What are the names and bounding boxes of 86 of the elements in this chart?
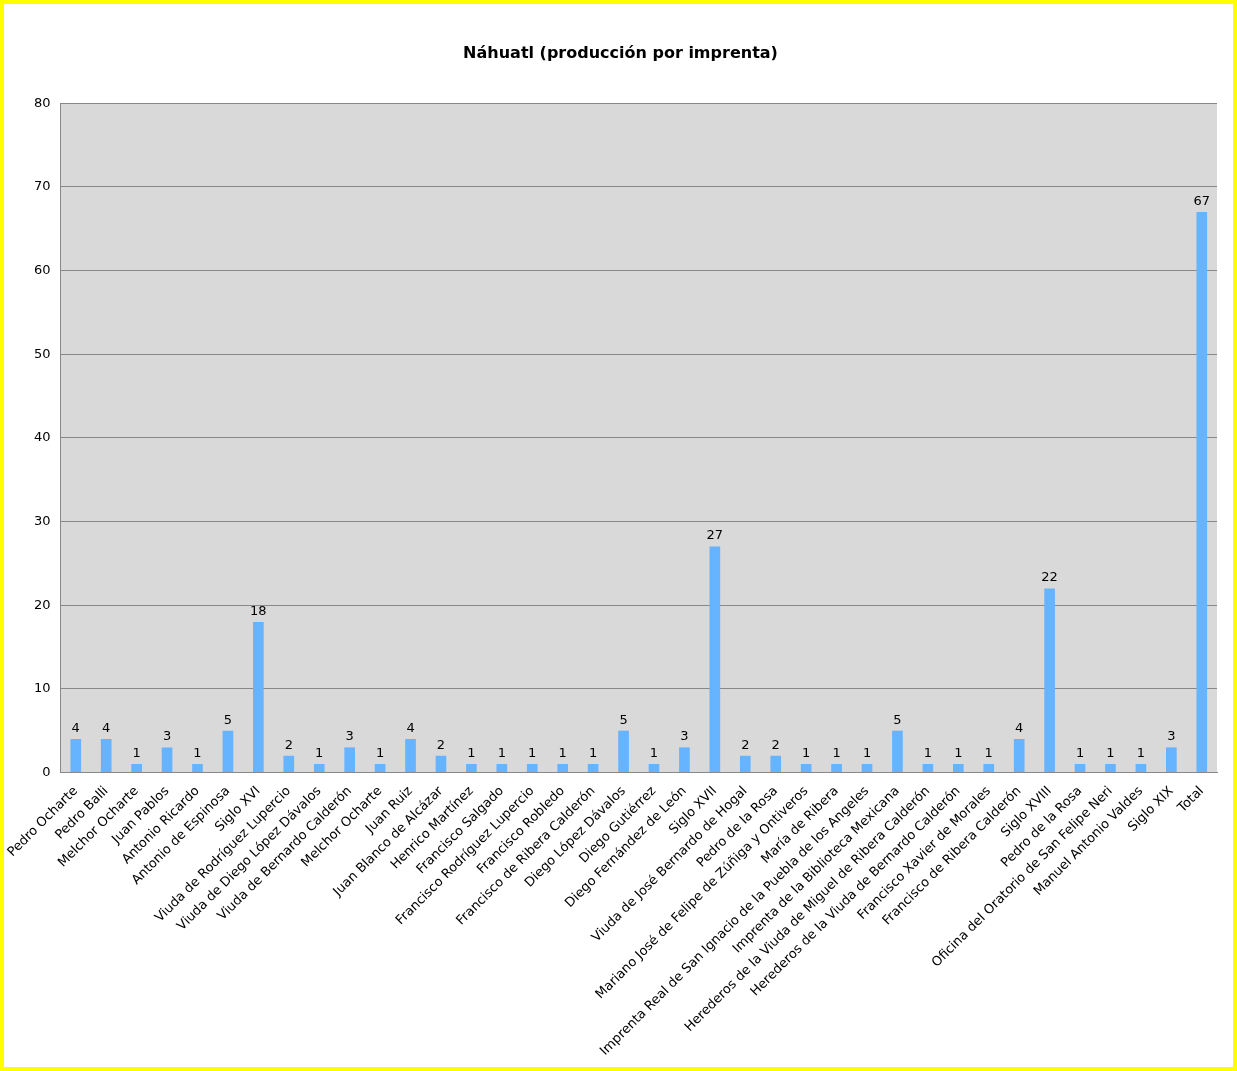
data-label: 1	[954, 745, 963, 760]
data-label: 1	[375, 745, 385, 760]
data-label: 3	[680, 728, 689, 744]
bar	[192, 764, 203, 772]
data-label: 1	[528, 745, 537, 760]
bar	[374, 764, 386, 772]
data-label: 1	[649, 745, 659, 760]
data-label: 67	[1193, 192, 1211, 208]
bar	[892, 730, 903, 772]
y-tick-label: 70	[34, 178, 51, 194]
y-tick-label: 60	[34, 261, 51, 277]
bar	[709, 546, 721, 772]
data-label: 1	[1136, 745, 1146, 760]
y-tick-label: 40	[34, 429, 51, 445]
data-label: 2	[741, 736, 750, 752]
bar	[618, 730, 629, 772]
data-label: 22	[1041, 569, 1058, 585]
data-label: 5	[893, 711, 902, 727]
bar	[557, 764, 569, 772]
data-label: 1	[497, 745, 506, 760]
bar	[222, 730, 234, 772]
data-label: 1	[802, 745, 811, 760]
bar	[587, 764, 599, 772]
bar	[161, 747, 173, 772]
bar	[983, 764, 995, 772]
y-tick-label: 10	[34, 680, 51, 696]
data-label: 4	[102, 719, 111, 735]
data-label: 1	[558, 745, 567, 760]
data-label: 3	[345, 728, 354, 744]
y-tick-label: 20	[34, 596, 51, 612]
bar	[435, 755, 447, 772]
bar	[526, 764, 538, 772]
data-label: 5	[619, 711, 628, 727]
bar	[648, 764, 660, 772]
bar	[313, 764, 325, 772]
y-tick-label: 0	[42, 763, 51, 779]
chart-title: Náhuatl (producción por imprenta)	[463, 42, 778, 62]
data-label: 1	[923, 745, 933, 760]
bar	[1044, 588, 1055, 772]
y-tick-label: 30	[34, 512, 51, 528]
bar	[100, 739, 112, 772]
bar	[496, 764, 508, 772]
data-label: 2	[436, 736, 446, 752]
data-label: 18	[250, 602, 267, 618]
bar	[466, 764, 477, 772]
bar	[253, 621, 264, 772]
data-label: 5	[223, 711, 233, 727]
data-label: 3	[162, 728, 172, 744]
bar	[739, 755, 751, 772]
bar	[770, 755, 782, 772]
bar	[70, 739, 82, 772]
bar	[1135, 764, 1147, 772]
bar	[1074, 764, 1086, 772]
data-label: 1	[467, 745, 476, 760]
data-label: 1	[984, 745, 993, 760]
data-label: 2	[284, 736, 293, 752]
data-label: 1	[132, 745, 141, 760]
y-tick-label: 50	[34, 345, 51, 361]
bar	[922, 764, 934, 772]
data-label: 1	[862, 745, 872, 760]
data-label: 1	[193, 745, 202, 760]
data-label: 1	[832, 745, 841, 760]
bar	[1196, 211, 1208, 772]
bar	[131, 764, 142, 772]
bar	[405, 739, 416, 772]
data-label: 4	[406, 719, 415, 735]
data-label: 1	[1075, 745, 1085, 760]
bar	[1105, 764, 1116, 772]
bar	[679, 747, 690, 772]
bar	[800, 764, 812, 772]
data-label: 2	[771, 736, 780, 752]
data-label: 3	[1167, 728, 1176, 744]
bar	[344, 747, 355, 772]
bar	[831, 764, 842, 772]
data-label: 1	[588, 745, 598, 760]
bar	[952, 764, 964, 772]
bar	[861, 764, 873, 772]
y-tick-label: 80	[34, 94, 51, 110]
data-label: 4	[71, 719, 80, 735]
bar	[1166, 747, 1177, 772]
data-label: 1	[1106, 745, 1115, 760]
data-label: 4	[1015, 719, 1024, 735]
data-label: 27	[706, 527, 724, 543]
bar	[283, 755, 295, 772]
bar	[1013, 739, 1025, 772]
data-label: 1	[315, 745, 324, 760]
